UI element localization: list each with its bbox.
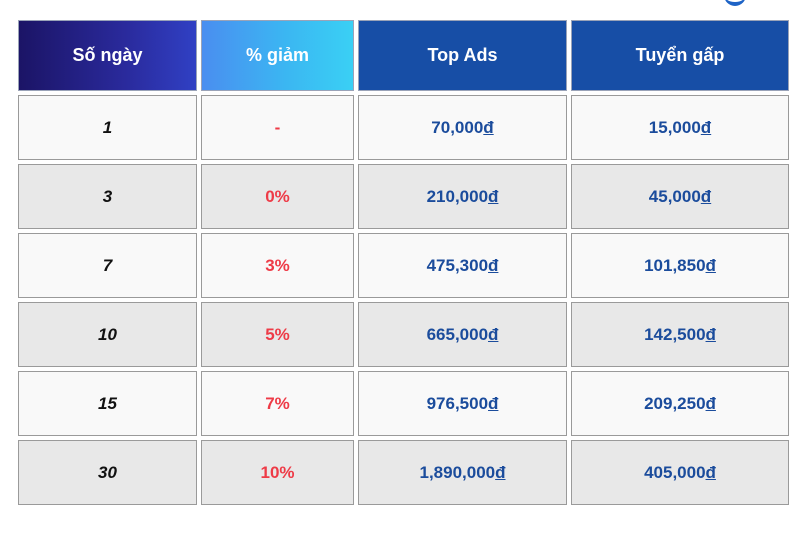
top-ads-price-cell: 475,300đ	[358, 233, 567, 298]
top-ads-price-cell: 1,890,000đ	[358, 440, 567, 505]
currency-symbol: đ	[495, 462, 506, 482]
currency-symbol: đ	[705, 462, 716, 482]
table-row: 3 0% 210,000đ 45,000đ	[18, 164, 789, 229]
currency-symbol: đ	[700, 186, 712, 206]
urgent-price-cell: 45,000đ	[571, 164, 789, 229]
price-value: 101,850	[644, 255, 706, 275]
currency-symbol: đ	[488, 324, 499, 344]
days-cell: 15	[18, 371, 197, 436]
currency-symbol: đ	[700, 117, 712, 137]
discount-cell: -	[201, 95, 354, 160]
table-row: 10 5% 665,000đ 142,500đ	[18, 302, 789, 367]
price-value: 142,500	[644, 324, 706, 344]
days-cell: 7	[18, 233, 197, 298]
price-value: 45,000	[648, 186, 701, 206]
price-value: 665,000	[426, 324, 489, 344]
table-row: 30 10% 1,890,000đ 405,000đ	[18, 440, 789, 505]
days-cell: 10	[18, 302, 197, 367]
currency-symbol: đ	[488, 393, 499, 413]
header-urgent: Tuyển gấp	[571, 20, 789, 91]
header-days: Số ngày	[18, 20, 197, 91]
header-top-ads: Top Ads	[358, 20, 567, 91]
table-row: 1 - 70,000đ 15,000đ	[18, 95, 789, 160]
currency-symbol: đ	[488, 255, 499, 275]
price-value: 210,000	[426, 186, 489, 206]
discount-cell: 10%	[201, 440, 354, 505]
currency-symbol: đ	[705, 393, 716, 413]
top-ads-price-cell: 210,000đ	[358, 164, 567, 229]
table-row: 15 7% 976,500đ 209,250đ	[18, 371, 789, 436]
currency-symbol: đ	[705, 324, 716, 344]
price-value: 405,000	[644, 462, 706, 482]
price-value: 475,300	[426, 255, 489, 275]
price-value: 976,500	[426, 393, 489, 413]
table-row: 7 3% 475,300đ 101,850đ	[18, 233, 789, 298]
price-value: 1,890,000	[419, 462, 496, 482]
currency-symbol: đ	[705, 255, 716, 275]
days-cell: 30	[18, 440, 197, 505]
discount-cell: 3%	[201, 233, 354, 298]
corner-decoration	[724, 0, 746, 6]
currency-symbol: đ	[483, 117, 494, 137]
top-ads-price-cell: 70,000đ	[358, 95, 567, 160]
pricing-table: Số ngày % giảm Top Ads Tuyển gấp 1 - 70,…	[14, 16, 793, 509]
urgent-price-cell: 15,000đ	[571, 95, 789, 160]
header-discount: % giảm	[201, 20, 354, 91]
top-ads-price-cell: 976,500đ	[358, 371, 567, 436]
urgent-price-cell: 142,500đ	[571, 302, 789, 367]
discount-cell: 0%	[201, 164, 354, 229]
days-cell: 1	[18, 95, 197, 160]
discount-cell: 5%	[201, 302, 354, 367]
top-ads-price-cell: 665,000đ	[358, 302, 567, 367]
urgent-price-cell: 101,850đ	[571, 233, 789, 298]
currency-symbol: đ	[488, 186, 499, 206]
days-cell: 3	[18, 164, 197, 229]
discount-cell: 7%	[201, 371, 354, 436]
price-value: 15,000	[648, 117, 701, 137]
price-value: 70,000	[431, 117, 484, 137]
table-header-row: Số ngày % giảm Top Ads Tuyển gấp	[18, 20, 789, 91]
urgent-price-cell: 209,250đ	[571, 371, 789, 436]
urgent-price-cell: 405,000đ	[571, 440, 789, 505]
price-value: 209,250	[644, 393, 706, 413]
